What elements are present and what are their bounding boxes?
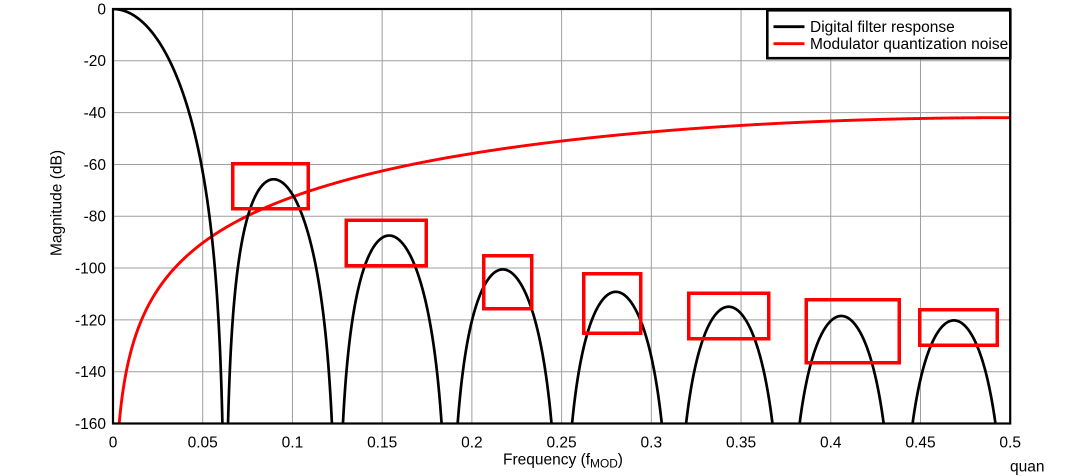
svg-text:-80: -80 [84, 209, 107, 226]
svg-text:0.4: 0.4 [820, 435, 842, 452]
svg-text:0.15: 0.15 [367, 435, 397, 452]
svg-text:0.5: 0.5 [999, 435, 1021, 452]
svg-text:0.1: 0.1 [282, 435, 304, 452]
svg-text:Digital filter response: Digital filter response [810, 19, 955, 36]
svg-text:Modulator quantization noise: Modulator quantization noise [810, 36, 1008, 53]
svg-text:0.25: 0.25 [547, 435, 577, 452]
svg-text:-120: -120 [75, 312, 106, 329]
svg-text:0.45: 0.45 [905, 435, 935, 452]
svg-text:-140: -140 [75, 364, 106, 381]
svg-text:Magnitude (dB): Magnitude (dB) [49, 150, 66, 256]
svg-text:-40: -40 [84, 105, 107, 122]
svg-text:0: 0 [109, 435, 118, 452]
svg-text:0.35: 0.35 [726, 435, 756, 452]
svg-text:0.05: 0.05 [188, 435, 218, 452]
svg-text:-60: -60 [84, 157, 107, 174]
svg-text:-100: -100 [75, 260, 106, 277]
svg-text:quan: quan [1010, 459, 1044, 476]
svg-text:-160: -160 [75, 416, 106, 433]
svg-text:0: 0 [97, 1, 106, 18]
svg-text:0.3: 0.3 [641, 435, 663, 452]
svg-text:-20: -20 [84, 53, 107, 70]
svg-text:0.2: 0.2 [461, 435, 483, 452]
svg-text:Frequency (fMOD): Frequency (fMOD) [503, 451, 623, 470]
